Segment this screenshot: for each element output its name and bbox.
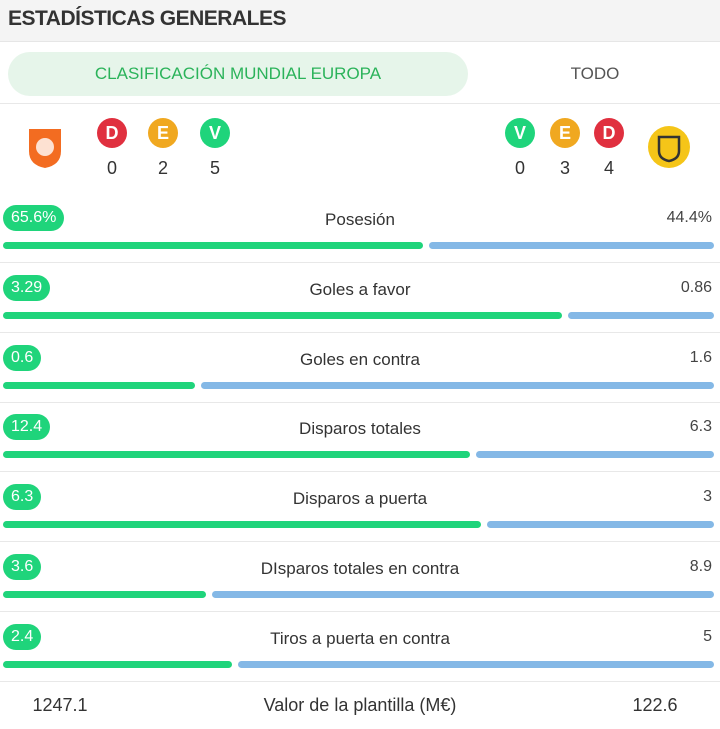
away-value: 1.6 [689, 348, 712, 366]
result-badge: V [200, 118, 230, 148]
title: ESTADÍSTICAS GENERALES [8, 7, 286, 30]
squad-home: 1247.1 [32, 695, 88, 715]
result-count: 0 [514, 158, 525, 178]
home-bar [3, 660, 232, 668]
separator [0, 331, 720, 333]
tab[interactable]: TODO [570, 64, 620, 83]
result-badge: D [594, 118, 624, 148]
away-value: 8.9 [689, 558, 712, 575]
stat-label: Disparos totales [299, 419, 421, 439]
away-logo [648, 126, 690, 168]
result-badge: E [148, 118, 178, 148]
home-bar [3, 521, 481, 529]
home-value: 65.6% [3, 205, 65, 231]
result-count: 5 [209, 158, 220, 178]
away-value: 0.86 [680, 278, 712, 296]
away-value: 44.4% [666, 209, 712, 226]
result-count: 3 [559, 158, 570, 178]
away-bar [486, 521, 714, 529]
header-bar [0, 0, 720, 42]
separator [0, 541, 720, 543]
home-logo [29, 129, 61, 168]
away-bar [237, 660, 714, 668]
stat-label: Posesión [325, 210, 395, 229]
tab[interactable]: CLASIFICACIÓN MUNDIAL EUROPA [8, 52, 468, 96]
home-value: 0.6 [3, 344, 42, 371]
result-badge: D [97, 118, 127, 148]
home-value: 3.29 [3, 274, 51, 301]
away-value: 3 [703, 488, 712, 506]
home-bar [3, 591, 207, 598]
stat-label: Goles en contra [299, 349, 420, 369]
separator [0, 103, 720, 104]
away-bar [212, 591, 714, 598]
result-count: 4 [603, 158, 614, 178]
result-count: 2 [157, 158, 168, 178]
home-value: 2.4 [3, 623, 42, 650]
home-bar [3, 311, 562, 319]
away-bar [201, 381, 714, 389]
away-bar [476, 451, 714, 459]
away-value: 6.3 [689, 418, 712, 436]
result-count: 0 [106, 158, 117, 178]
away-bar [429, 242, 714, 249]
result-badge: E [550, 118, 580, 148]
home-bar [3, 451, 471, 459]
stat-label: Goles a favor [309, 279, 411, 299]
separator [0, 680, 720, 682]
result-badge: V [505, 118, 535, 148]
home-bar [3, 381, 196, 389]
home-value: 6.3 [3, 484, 42, 511]
home-value: 3.6 [3, 554, 42, 580]
separator [0, 611, 720, 612]
away-value: 5 [703, 627, 712, 645]
separator [0, 471, 720, 473]
separator [0, 401, 720, 403]
stat-label: DIsparos totales en contra [260, 559, 460, 578]
away-bar [567, 311, 714, 319]
separator [0, 262, 720, 263]
home-bar [3, 242, 424, 249]
home-value: 12.4 [3, 414, 51, 441]
stat-label: Tiros a puerta en contra [270, 628, 450, 648]
stat-label: Disparos a puerta [292, 489, 428, 509]
squad-away: 122.6 [632, 695, 678, 715]
squad-label: Valor de la plantilla (M€) [263, 695, 457, 715]
